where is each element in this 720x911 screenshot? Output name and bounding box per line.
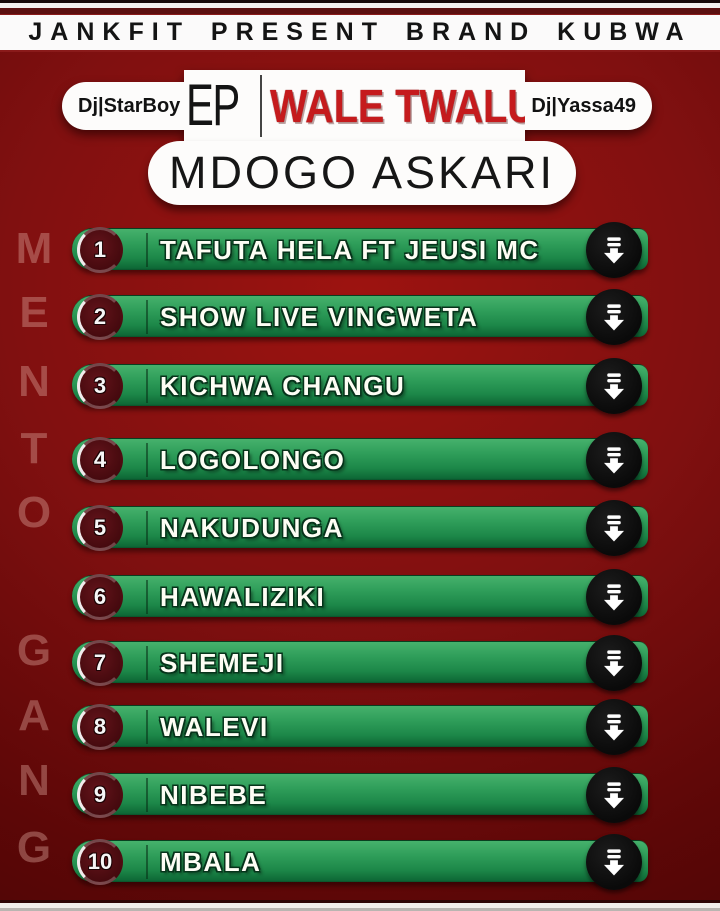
download-icon (603, 650, 625, 677)
track-separator (146, 233, 148, 267)
track-separator (146, 845, 148, 879)
download-icon (603, 515, 625, 542)
track-number: 2 (93, 304, 107, 329)
track-title: NAKUDUNGA (160, 512, 344, 543)
track-separator (146, 580, 148, 614)
track-number-badge: 1 (77, 227, 123, 273)
track-number-badge: 3 (77, 363, 123, 409)
track-title: SHEMEJI (160, 647, 285, 678)
download-button[interactable] (586, 222, 642, 278)
download-icon (603, 714, 625, 741)
track-separator (146, 369, 148, 403)
track-title: KICHWA CHANGU (160, 370, 406, 401)
download-button[interactable] (586, 432, 642, 488)
track-number: 5 (93, 515, 107, 540)
download-icon (603, 447, 625, 474)
track-row[interactable]: 2 SHOW LIVE VINGWETA (72, 289, 648, 345)
track-title: NIBEBE (160, 779, 268, 810)
track-number: 3 (93, 373, 107, 398)
side-letter: G (16, 626, 52, 675)
track-number-badge: 10 (77, 839, 123, 885)
track-row[interactable]: 1 TAFUTA HELA FT JEUSI MC (72, 222, 648, 278)
header-pill: Dj|StarBoy EP WALE TWALUKA Dj|Yassa49 (62, 70, 652, 142)
track-number: 7 (93, 650, 107, 675)
track-row[interactable]: 3 KICHWA CHANGU (72, 358, 648, 414)
track-row[interactable]: 5 NAKUDUNGA (72, 500, 648, 556)
download-icon (603, 849, 625, 876)
side-letter: O (16, 488, 52, 537)
side-letter: N (18, 357, 50, 406)
track-number-badge: 7 (77, 640, 123, 686)
download-icon (603, 584, 625, 611)
side-letter: E (19, 288, 49, 337)
track-number: 9 (93, 782, 107, 807)
track-number: 1 (93, 237, 107, 262)
bottom-gray-strip (0, 908, 720, 911)
top-edge-bar (0, 0, 720, 3)
presenter-banner: JANKFIT PRESENT BRAND KUBWA (0, 14, 720, 52)
top-maroon-strip (0, 8, 720, 14)
track-row[interactable]: 4 LOGOLONGO (72, 432, 648, 488)
track-row[interactable]: 6 HAWALIZIKI (72, 569, 648, 625)
dj-left-badge-label: Dj|StarBoy (78, 94, 181, 117)
dj-left-badge: Dj|StarBoy (62, 82, 185, 130)
track-row[interactable]: 9 NIBEBE (72, 767, 648, 823)
bottom-white-strip (0, 903, 720, 908)
download-icon (603, 237, 625, 264)
ep-label: EP (186, 73, 240, 138)
track-number-badge: 5 (77, 505, 123, 551)
dj-right-badge: Dj|Yassa49 (525, 82, 652, 130)
track-title: HAWALIZIKI (160, 581, 326, 612)
track-row[interactable]: 7 SHEMEJI (72, 635, 648, 691)
track-number-badge: 4 (77, 437, 123, 483)
track-separator (146, 443, 148, 477)
download-button[interactable] (586, 635, 642, 691)
side-letter: A (18, 691, 50, 740)
download-button[interactable] (586, 699, 642, 755)
track-number: 6 (93, 584, 107, 609)
track-title: SHOW LIVE VINGWETA (160, 301, 479, 332)
dj-right-badge-label: Dj|Yassa49 (531, 94, 636, 117)
download-button[interactable] (586, 500, 642, 556)
track-number: 10 (87, 849, 113, 874)
track-title: WALEVI (160, 711, 269, 742)
track-title: LOGOLONGO (160, 444, 346, 475)
track-title: MBALA (160, 846, 262, 877)
track-separator (146, 646, 148, 680)
side-letter: N (18, 756, 50, 805)
ep-divider (259, 75, 262, 137)
top-white-strip (0, 3, 720, 8)
track-separator (146, 511, 148, 545)
track-number-badge: 8 (77, 704, 123, 750)
track-row[interactable]: 10 MBALA (72, 834, 648, 890)
download-button[interactable] (586, 289, 642, 345)
track-separator (146, 778, 148, 812)
track-title: TAFUTA HELA FT JEUSI MC (160, 234, 540, 265)
bottom-divider (0, 900, 720, 903)
download-button[interactable] (586, 834, 642, 890)
download-button[interactable] (586, 767, 642, 823)
side-letter: G (16, 823, 52, 872)
presenter-banner-text: JANKFIT PRESENT BRAND KUBWA (28, 18, 692, 46)
download-icon (603, 304, 625, 331)
side-letter: M (15, 224, 53, 273)
track-number: 4 (93, 447, 107, 472)
track-row[interactable]: 8 WALEVI (72, 699, 648, 755)
artist-name: MDOGO ASKARI (168, 147, 556, 198)
track-separator (146, 300, 148, 334)
track-number-badge: 9 (77, 772, 123, 818)
track-number-badge: 2 (77, 294, 123, 340)
download-button[interactable] (586, 358, 642, 414)
download-button[interactable] (586, 569, 642, 625)
track-number: 8 (93, 714, 107, 739)
artist-pill: MDOGO ASKARI (148, 141, 576, 205)
album-title-box: EP WALE TWALUKA (184, 70, 526, 142)
download-icon (603, 373, 625, 400)
download-icon (603, 782, 625, 809)
track-separator (146, 710, 148, 744)
side-letter: T (20, 424, 48, 473)
track-number-badge: 6 (77, 574, 123, 620)
album-title: WALE TWALUKA (269, 80, 526, 132)
